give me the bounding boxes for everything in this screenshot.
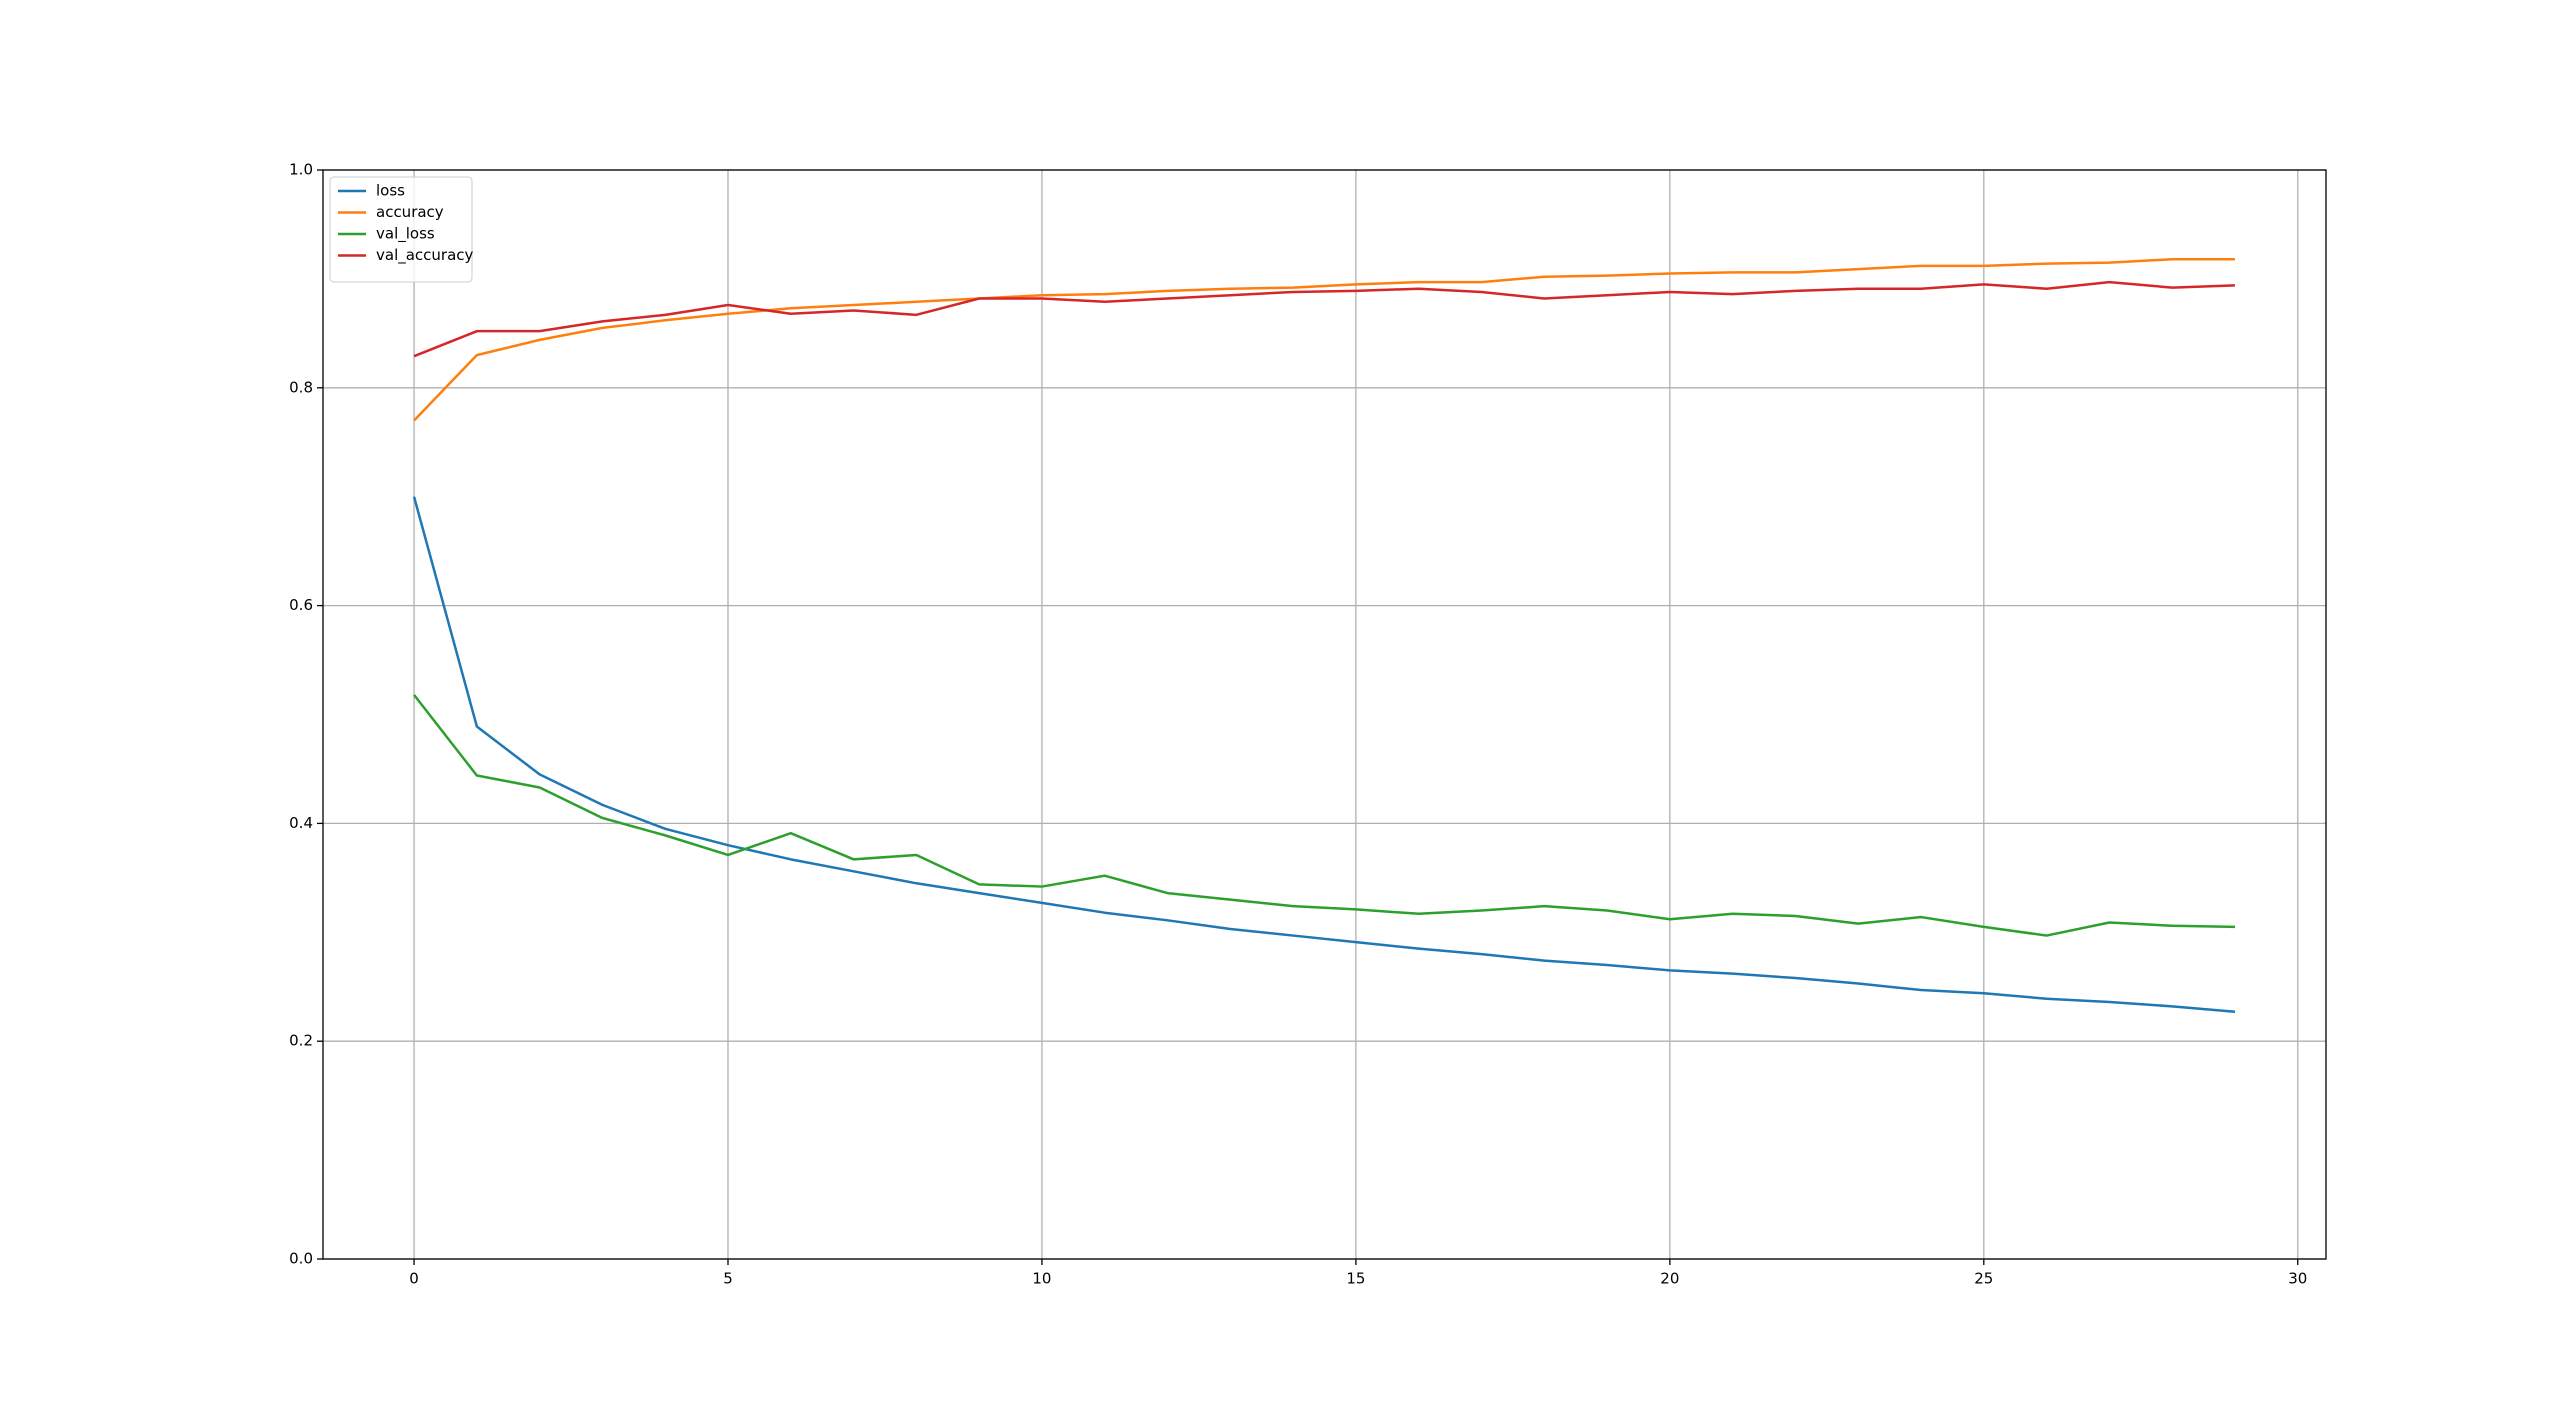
y-tick-label: 0.2	[289, 1032, 313, 1050]
x-tick-label: 5	[723, 1270, 733, 1288]
y-tick-label: 0.0	[289, 1250, 313, 1268]
legend: loss accuracy val_loss val_accuracy	[329, 176, 474, 283]
line-series	[413, 280, 2235, 358]
x-tick-label: 10	[1032, 1270, 1051, 1288]
x-tick-label: 20	[1660, 1270, 1679, 1288]
y-tick-label: 1.0	[289, 161, 313, 179]
legend-label: val_loss	[376, 225, 435, 244]
x-tick-label: 0	[409, 1270, 419, 1288]
y-tick-label: 0.4	[289, 814, 313, 832]
x-tick-label: 30	[2288, 1270, 2307, 1288]
line-series	[413, 258, 2235, 422]
line-series	[412, 496, 2236, 1014]
legend-label: accuracy	[376, 203, 444, 221]
line-series	[413, 694, 2235, 937]
y-tick-label: 0.8	[289, 378, 313, 396]
legend-label: val_accuracy	[376, 246, 474, 265]
y-tick-label: 0.6	[289, 596, 313, 614]
plot-frame	[322, 169, 2327, 1260]
x-tick-label: 25	[1974, 1270, 1993, 1288]
x-tick-label: 15	[1346, 1270, 1365, 1288]
legend-label: loss	[376, 182, 405, 200]
